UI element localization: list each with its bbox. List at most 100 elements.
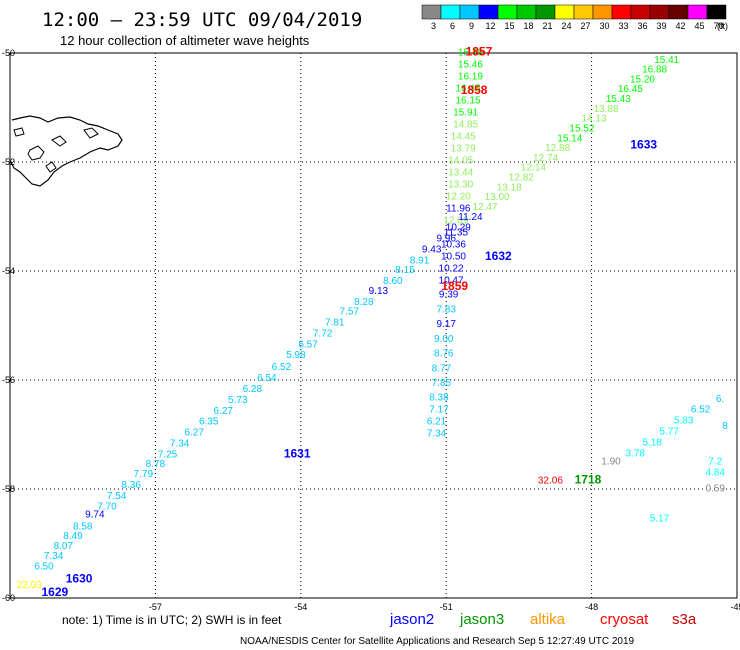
legend-swatch (497, 4, 518, 20)
wave-height-label: 15.20 (630, 74, 655, 85)
footer-note: note: 1) Time is in UTC; 2) SWH is in fe… (62, 613, 282, 627)
wave-height-label: 9.13 (369, 286, 389, 297)
wave-height-label: 13.44 (448, 168, 473, 179)
legend-tick-label: 33 (618, 21, 628, 31)
wave-height-label: 8.60 (383, 276, 403, 287)
wave-height-label: 7.72 (313, 328, 333, 339)
wave-height-label: 5.73 (228, 395, 248, 406)
pass-number-label: 1718 (575, 473, 602, 487)
wave-height-label: 7.54 (107, 491, 127, 502)
pass-number-label: 1858 (461, 83, 488, 97)
wave-height-label: 8.36 (121, 480, 141, 491)
wave-height-label: 13.88 (594, 104, 619, 115)
wave-height-label: 1.90 (601, 456, 621, 467)
wave-height-label: 8.91 (410, 255, 430, 266)
wave-height-label: 14.85 (453, 120, 478, 131)
wave-height-label: 12.88 (545, 143, 570, 154)
pass-number-label: 1629 (42, 585, 69, 599)
wave-height-label: 5.83 (674, 416, 694, 427)
wave-height-label: 12.14 (521, 163, 546, 174)
wave-height-label: 10.47 (439, 276, 464, 287)
wave-height-label: 8.07 (54, 541, 74, 552)
satellite-name: altika (530, 611, 566, 628)
pass-number-label: 1632 (485, 249, 512, 263)
pass-number-label: 1631 (284, 446, 311, 460)
legend-swatch (516, 4, 537, 20)
satellite-name: jason3 (459, 611, 504, 628)
wave-height-label: 5.18 (642, 437, 662, 448)
legend-tick-label: 24 (561, 21, 571, 31)
footer-credit: NOAA/NESDIS Center for Satellite Applica… (240, 636, 635, 647)
wave-height-label: 7.85 (432, 378, 452, 389)
legend-tick-label: 27 (580, 21, 590, 31)
chart-title: 12:00 – 23:59 UTC 09/04/2019 (42, 9, 362, 31)
wave-height-label: 16.45 (455, 84, 480, 95)
x-axis-ticks: -57 -54 -51 -48 -45 (149, 602, 740, 612)
legend-tick-label: 9 (469, 21, 474, 31)
wave-height-label: 6.57 (298, 339, 318, 350)
wave-height-label: 6.27 (214, 406, 234, 417)
wave-height-label: 14.13 (582, 114, 607, 125)
legend-tick-label: 6 (450, 21, 455, 31)
wave-height-label: 6.21 (427, 417, 447, 428)
legend-swatch (573, 4, 594, 20)
wave-height-label: 16.15 (455, 96, 480, 107)
legend-swatch (706, 4, 727, 20)
wave-height-label: 15.40 (458, 48, 483, 59)
legend-swatch (478, 4, 499, 20)
wave-height-label: 9.39 (439, 290, 459, 301)
wave-height-label: 9.74 (85, 509, 105, 520)
legend-tick-label: 18 (523, 21, 533, 31)
wave-height-label: 5.17 (650, 514, 670, 525)
y-tick-label: -50 (2, 48, 15, 58)
wave-height-label: 7.70 (97, 502, 117, 513)
y-tick-label: -60 (2, 593, 15, 603)
wave-height-label: 10.50 (441, 252, 466, 263)
legend-tick-label: 36 (637, 21, 647, 31)
legend-swatch (668, 4, 689, 20)
x-tick-label: -51 (440, 602, 453, 612)
wave-height-label: 3.78 (625, 448, 645, 459)
legend-tick-label: 12 (485, 21, 495, 31)
wave-height-label: 12.20 (446, 192, 471, 203)
legend-swatch (535, 4, 556, 20)
wave-height-label: 6.28 (243, 384, 263, 395)
wave-height-label: 12.09 (443, 216, 468, 227)
wave-height-label: 15.14 (557, 133, 582, 144)
wave-height-label: 12.82 (509, 173, 534, 184)
wave-height-label: 32.06 (538, 476, 563, 487)
wave-height-label: 12.47 (472, 202, 497, 213)
wave-height-label: 9.17 (436, 319, 456, 330)
grid (10, 53, 737, 598)
data-points: 15.4015.4616.1916.4516.1515.9114.8514.45… (17, 48, 728, 591)
legend-tick-label: 21 (542, 21, 552, 31)
x-tick-label: -48 (585, 602, 598, 612)
wave-height-label: 8.15 (395, 265, 415, 276)
wave-height-label: 8.28 (354, 297, 374, 308)
wave-height-label: 8.38 (429, 393, 449, 404)
wave-height-label: 7.83 (436, 304, 456, 315)
wave-height-label: 7.34 (44, 551, 64, 562)
satellite-name: jason2 (389, 611, 434, 628)
wave-height-label: 10.36 (441, 240, 466, 251)
wave-height-label: 4.84 (705, 467, 725, 478)
wave-height-label: 16.45 (618, 84, 643, 95)
x-tick-label: -54 (294, 602, 307, 612)
x-tick-label: -45 (730, 602, 740, 612)
wave-height-label: 8.77 (432, 363, 452, 374)
wave-height-label: 8.49 (63, 531, 83, 542)
legend-swatch (649, 4, 670, 20)
wave-height-label: 6.27 (184, 428, 204, 439)
y-tick-label: -52 (2, 157, 15, 167)
wave-height-label: 10.22 (439, 264, 464, 275)
wave-height-label: 6.50 (34, 562, 54, 573)
wave-height-label: 7.57 (340, 307, 360, 318)
wave-height-label: 14.45 (451, 132, 476, 143)
legend-swatch (611, 4, 632, 20)
pass-number-label: 1633 (630, 137, 657, 151)
chart-subtitle: 12 hour collection of altimeter wave hei… (60, 33, 310, 48)
wave-height-label: 15.52 (569, 123, 594, 134)
satellite-name: cryosat (600, 611, 649, 628)
wave-height-label: 5.98 (286, 350, 306, 361)
